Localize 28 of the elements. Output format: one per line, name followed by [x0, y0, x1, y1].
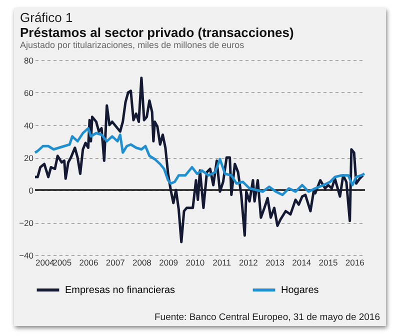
x-tick-label: 2010: [186, 258, 205, 268]
x-tick-label: 2009: [159, 258, 178, 268]
y-tick-label: 40: [24, 120, 34, 130]
x-tick-label: 2016: [345, 258, 365, 268]
y-tick-label: −40: [19, 250, 34, 260]
x-tick-label: 2014: [292, 258, 312, 268]
chart-title: Préstamos al sector privado (transacciones): [20, 25, 295, 40]
source-note: Fuente: Banco Central Europeo, 31 de mayo de 2016: [154, 312, 380, 323]
y-tick-label: −20: [19, 218, 34, 228]
text: Gráfico 1: [20, 10, 74, 25]
x-tick-label: 2012: [238, 258, 258, 268]
line-series: [34, 127, 366, 196]
line-series: [34, 76, 364, 244]
x-tick-label: 2008: [132, 258, 152, 268]
y-tick-label: 0: [28, 186, 34, 196]
x-tick-label: 2011: [212, 258, 232, 268]
x-tick-label: 2006: [79, 258, 98, 268]
x-tick-label: 2015: [318, 258, 338, 268]
y-tick-label: 80: [24, 56, 34, 66]
x-tick-label: 2004: [36, 258, 55, 268]
legend-label: Hogares: [281, 285, 319, 296]
chart-subtitle: Ajustado por titularizaciones, miles de millones de euros: [20, 40, 246, 50]
y-tick-label: 20: [24, 153, 34, 163]
x-tick-label: 2007: [106, 258, 126, 268]
legend-label: Empresas no financieras: [65, 285, 176, 296]
x-tick-label: 2005: [52, 258, 72, 268]
y-tick-label: 60: [24, 88, 34, 98]
x-tick-label: 2013: [266, 258, 285, 268]
